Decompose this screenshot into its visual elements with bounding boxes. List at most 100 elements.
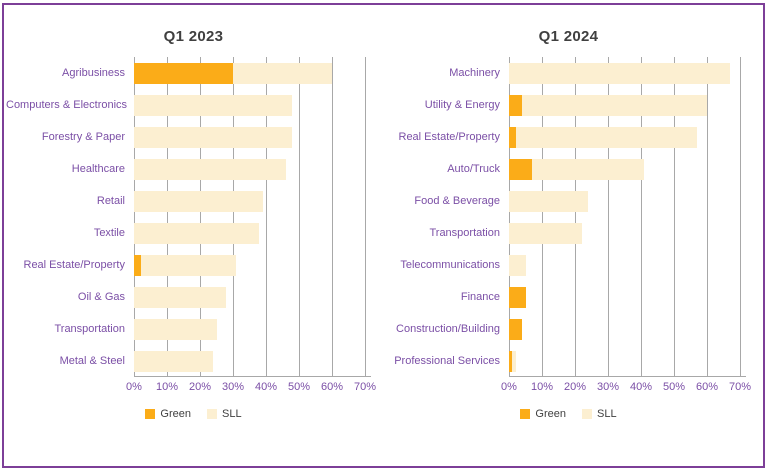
bar-segment-sll (509, 190, 589, 212)
chart-q1-2024: Q1 2024 Machinery Utility & Energy Real Es… (381, 12, 756, 471)
x-tick-label: 40% (254, 381, 278, 393)
category-label: Auto/Truck (447, 163, 500, 175)
legend-item-sll: SLL (207, 408, 242, 420)
x-tick-label: 70% (353, 381, 377, 393)
bar-segment-green (509, 126, 516, 148)
legend: Green SLL (381, 408, 756, 420)
bar-segment-green (509, 94, 523, 116)
stacked-bar (509, 350, 740, 372)
x-tick-label: 20% (563, 381, 587, 393)
chart-row: Auto/Truck (381, 153, 756, 185)
category-label: Healthcare (71, 163, 125, 175)
category-label: Retail (96, 195, 125, 207)
gridline (299, 57, 300, 377)
legend-swatch-green-icon (520, 409, 531, 419)
stacked-bar (509, 190, 740, 212)
x-tick-label: 0% (126, 381, 142, 393)
x-tick-label: 40% (629, 381, 653, 393)
category-label: Construction/Building (396, 323, 500, 335)
gridline (707, 57, 708, 377)
stacked-bar (509, 126, 740, 148)
legend: Green SLL (6, 408, 381, 420)
bar-segment-green (134, 254, 141, 276)
category-label: Forestry & Paper (41, 131, 125, 143)
chart-row: Telecommunications (381, 249, 756, 281)
gridline (575, 57, 576, 377)
category-label: Professional Services (394, 355, 500, 367)
category-label: Finance (460, 291, 500, 303)
legend-swatch-sll-icon (207, 409, 217, 419)
chart-row: Textile (6, 217, 381, 249)
x-tick-label: 50% (662, 381, 686, 393)
x-tick-label: 20% (188, 381, 212, 393)
x-tick-label: 30% (596, 381, 620, 393)
gridline (233, 57, 234, 377)
chart-row: Food & Beverage (381, 185, 756, 217)
x-axis: 0% 10% 20% 30% 40% 50% 60% 70% (501, 381, 751, 396)
bar-segment-sll (140, 254, 237, 276)
chart-row: Machinery (381, 57, 756, 89)
gridline (641, 57, 642, 377)
chart-row: Computers & Electronics (6, 89, 381, 121)
stacked-bar (134, 126, 365, 148)
legend-item-green: Green (520, 408, 566, 420)
chart-row: Real Estate/Property (6, 249, 381, 281)
x-tick-label: 60% (320, 381, 344, 393)
bar-segment-sll (512, 350, 516, 372)
category-label: Real Estate/Property (398, 131, 501, 143)
chart-row: Construction/Building (381, 313, 756, 345)
x-tick-label: 10% (530, 381, 554, 393)
stacked-bar (509, 286, 740, 308)
category-label: Computers & Electronics (6, 99, 128, 111)
stacked-bar (134, 318, 365, 340)
bar-segment-green (509, 158, 533, 180)
category-label: Machinery (449, 67, 500, 79)
gridline (674, 57, 675, 377)
bar-segment-sll (134, 94, 293, 116)
chart-q1-2023: Q1 2023 Agribusiness Computers & Electron… (6, 12, 381, 471)
chart-title: Q1 2024 (538, 28, 599, 45)
chart-title: Q1 2023 (163, 28, 224, 45)
stacked-bar (134, 190, 365, 212)
bar-segment-sll (134, 126, 293, 148)
plot-area: Agribusiness Computers & Electronics Fores… (6, 57, 381, 377)
chart-row: Finance (381, 281, 756, 313)
bar-segment-sll (134, 286, 227, 308)
bar-segment-sll (134, 318, 217, 340)
x-tick-label: 0% (501, 381, 517, 393)
chart-row: Professional Services (381, 345, 756, 377)
bar-segment-sll (134, 222, 260, 244)
gridline (134, 57, 135, 377)
bar-segment-sll (509, 254, 526, 276)
bar-rows: Machinery Utility & Energy Real Estate/Pro… (381, 57, 756, 377)
bar-segment-sll (134, 350, 214, 372)
category-label: Oil & Gas (77, 291, 125, 303)
stacked-bar (134, 158, 365, 180)
stacked-bar (134, 350, 365, 372)
stacked-bar (134, 94, 365, 116)
bar-segment-sll (134, 158, 286, 180)
x-axis-line (509, 376, 746, 377)
category-label: Textile (93, 227, 125, 239)
stacked-bar (509, 158, 740, 180)
chart-row: Transportation (6, 313, 381, 345)
chart-row: Agribusiness (6, 57, 381, 89)
bar-segment-sll (522, 94, 707, 116)
bar-segment-sll (509, 62, 731, 84)
gridline (365, 57, 366, 377)
x-tick-label: 60% (695, 381, 719, 393)
stacked-bar (134, 222, 365, 244)
legend-swatch-green-icon (145, 409, 156, 419)
stacked-bar (509, 222, 740, 244)
stacked-bar (509, 94, 740, 116)
chart-row: Real Estate/Property (381, 121, 756, 153)
bar-segment-sll (532, 158, 645, 180)
bar-segment-sll (233, 62, 332, 84)
category-label: Transportation (429, 227, 500, 239)
category-label: Metal & Steel (59, 355, 125, 367)
chart-row: Oil & Gas (6, 281, 381, 313)
legend-swatch-sll-icon (582, 409, 592, 419)
stacked-bar (134, 286, 365, 308)
plot-area: Machinery Utility & Energy Real Estate/Pro… (381, 57, 756, 377)
